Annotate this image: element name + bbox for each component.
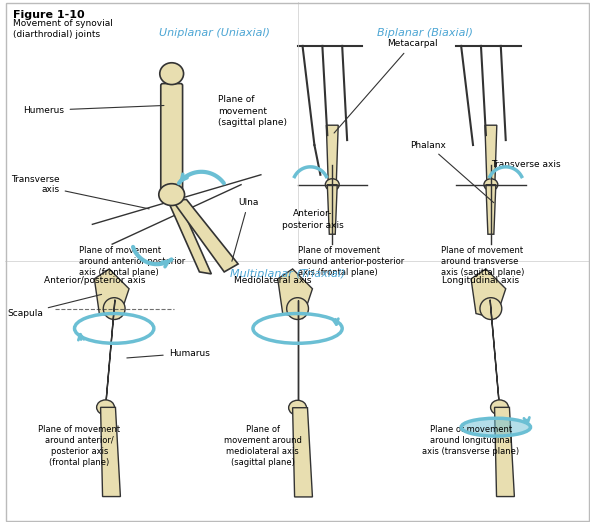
Ellipse shape [287,298,309,320]
Text: Anterior-
posterior axis: Anterior- posterior axis [281,210,343,230]
Ellipse shape [289,400,306,415]
Text: Plane of
movement
(sagittal plane): Plane of movement (sagittal plane) [218,95,287,127]
Polygon shape [293,408,313,497]
Ellipse shape [484,179,498,191]
Text: Plane of movement
around anterior-posterior
axis (frontal plane): Plane of movement around anterior-poster… [297,246,404,277]
Text: Anterior/posterior axis: Anterior/posterior axis [44,276,145,285]
Polygon shape [169,202,211,274]
Text: Plane of
movement around
mediolateral axis
(sagittal plane): Plane of movement around mediolateral ax… [224,424,302,467]
Text: Biplanar (Biaxial): Biplanar (Biaxial) [377,28,473,38]
Ellipse shape [461,418,530,436]
Polygon shape [105,300,115,412]
Text: Humerus: Humerus [24,105,164,115]
Text: Mediolateral axis: Mediolateral axis [234,276,312,285]
Polygon shape [471,269,506,319]
Text: Plane of movement
around longitudinal
axis (transverse plane): Plane of movement around longitudinal ax… [422,424,520,456]
Text: Transverse axis: Transverse axis [491,160,560,169]
Ellipse shape [480,298,502,320]
FancyBboxPatch shape [160,83,182,196]
Ellipse shape [159,184,185,205]
Text: Uniplanar (Uniaxial): Uniplanar (Uniaxial) [159,28,270,38]
Text: Plane of movement
around anterior-posterior
axis (frontal plane): Plane of movement around anterior-poster… [80,246,186,277]
Text: Scapula: Scapula [7,294,101,318]
Text: Humarus: Humarus [127,348,209,358]
Ellipse shape [103,298,125,320]
Text: Multiplanar (Triaxial): Multiplanar (Triaxial) [230,269,345,279]
Polygon shape [278,269,313,319]
Polygon shape [100,407,120,497]
Polygon shape [490,300,500,412]
Text: Phalanx: Phalanx [411,140,494,203]
Ellipse shape [491,400,509,415]
Ellipse shape [160,63,183,84]
Polygon shape [326,125,338,184]
Text: Ulna: Ulna [232,198,258,261]
Text: Metacarpal: Metacarpal [334,39,437,133]
Ellipse shape [325,179,339,191]
Text: Figure 1-10: Figure 1-10 [13,10,85,20]
Polygon shape [485,125,497,184]
Text: Movement of synovial
(diarthrodial) joints: Movement of synovial (diarthrodial) join… [13,19,113,39]
Polygon shape [94,269,129,319]
Polygon shape [327,184,337,234]
Text: Plane of movement
around transverse
axis (sagittal plane): Plane of movement around transverse axis… [441,246,525,277]
Text: Longitudinal axis: Longitudinal axis [442,276,520,285]
Ellipse shape [97,400,114,415]
Text: Plane of movement
around anterior/
posterior axis
(frontal plane): Plane of movement around anterior/ poste… [38,424,120,467]
Text: Transverse
axis: Transverse axis [11,175,149,209]
Polygon shape [494,407,514,497]
Polygon shape [172,200,238,272]
Polygon shape [486,184,496,234]
